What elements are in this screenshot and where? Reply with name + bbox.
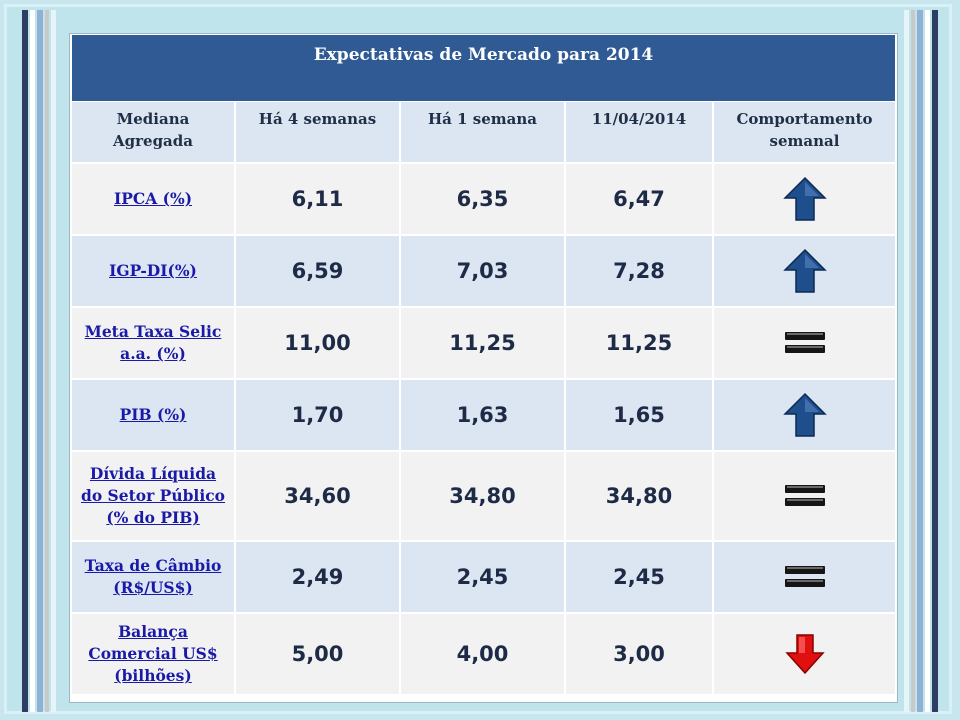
value-cell-v2: 6,35: [401, 164, 566, 236]
value-cell-v2: 11,25: [401, 308, 566, 380]
expectations-table: Mediana Agregada Há 4 semanas Há 1 semana…: [72, 102, 895, 696]
row-label-cell: Meta Taxa Selic a.a. (%): [72, 308, 236, 380]
table-row: PIB (%) 1,70 1,63 1,65: [72, 380, 895, 452]
table-title: Expectativas de Mercado para 2014: [72, 35, 895, 101]
trend-cell: [714, 542, 895, 614]
row-label-cell: Balança Comercial US$ (bilhões): [72, 614, 236, 696]
value-cell-v2: 1,63: [401, 380, 566, 452]
table-row: Meta Taxa Selic a.a. (%) 11,00 11,25 11,25: [72, 308, 895, 380]
equal-icon: [784, 566, 825, 587]
indicator-link[interactable]: Meta Taxa Selic a.a. (%): [84, 322, 222, 363]
value-cell-v1: 34,60: [236, 452, 401, 542]
header-label: Mediana Agregada: [113, 110, 193, 150]
trend-cell: [714, 236, 895, 308]
down-arrow-icon: [784, 634, 825, 675]
table-row: IGP-DI(%) 6,59 7,03 7,28: [72, 236, 895, 308]
indicator-link[interactable]: Dívida Líquida do Setor Público (% do PIB): [80, 464, 225, 527]
header-1-week: Há 1 semana: [401, 102, 566, 164]
table-row: Taxa de Câmbio (R$/US$) 2,49 2,45 2,45: [72, 542, 895, 614]
trend-cell: [714, 614, 895, 696]
header-4-weeks: Há 4 semanas: [236, 102, 401, 164]
indicator-link[interactable]: PIB (%): [119, 405, 187, 424]
value-cell-v2: 2,45: [401, 542, 566, 614]
row-label-cell: IPCA (%): [72, 164, 236, 236]
header-label: 11/04/2014: [591, 110, 687, 128]
header-date: 11/04/2014: [566, 102, 714, 164]
value-cell-v1: 1,70: [236, 380, 401, 452]
header-label: Há 1 semana: [428, 110, 537, 128]
value-cell-v1: 6,59: [236, 236, 401, 308]
header-weekly-behavior: Comportamento semanal: [714, 102, 895, 164]
up-arrow-icon: [782, 248, 827, 293]
up-arrow-icon: [782, 176, 827, 221]
table-row: IPCA (%) 6,11 6,35 6,47: [72, 164, 895, 236]
value-cell-v3: 1,65: [566, 380, 714, 452]
row-label-cell: PIB (%): [72, 380, 236, 452]
table-title-text: Expectativas de Mercado para 2014: [313, 45, 654, 65]
equal-icon: [784, 332, 825, 353]
row-label-cell: IGP-DI(%): [72, 236, 236, 308]
value-cell-v2: 34,80: [401, 452, 566, 542]
value-cell-v1: 2,49: [236, 542, 401, 614]
table-row: Balança Comercial US$ (bilhões) 5,00 4,00 3,0…: [72, 614, 895, 696]
value-cell-v3: 34,80: [566, 452, 714, 542]
trend-cell: [714, 308, 895, 380]
indicator-link[interactable]: Balança Comercial US$ (bilhões): [88, 622, 218, 685]
value-cell-v1: 6,11: [236, 164, 401, 236]
row-label-cell: Taxa de Câmbio (R$/US$): [72, 542, 236, 614]
trend-cell: [714, 164, 895, 236]
indicator-link[interactable]: Taxa de Câmbio (R$/US$): [84, 556, 222, 597]
value-cell-v1: 5,00: [236, 614, 401, 696]
header-label: Comportamento semanal: [736, 110, 873, 150]
table-row: Dívida Líquida do Setor Público (% do PIB)…: [72, 452, 895, 542]
up-arrow-icon: [782, 392, 827, 437]
value-cell-v2: 7,03: [401, 236, 566, 308]
indicator-link[interactable]: IPCA (%): [113, 189, 193, 208]
header-mediana: Mediana Agregada: [72, 102, 236, 164]
header-label: Há 4 semanas: [258, 110, 377, 128]
indicator-link[interactable]: IGP-DI(%): [109, 261, 197, 280]
value-cell-v3: 6,47: [566, 164, 714, 236]
value-cell-v2: 4,00: [401, 614, 566, 696]
row-label-cell: Dívida Líquida do Setor Público (% do PIB): [72, 452, 236, 542]
value-cell-v3: 7,28: [566, 236, 714, 308]
value-cell-v3: 11,25: [566, 308, 714, 380]
trend-cell: [714, 380, 895, 452]
value-cell-v3: 3,00: [566, 614, 714, 696]
header-row: Mediana Agregada Há 4 semanas Há 1 semana…: [72, 102, 895, 164]
equal-icon: [784, 485, 825, 506]
value-cell-v3: 2,45: [566, 542, 714, 614]
value-cell-v1: 11,00: [236, 308, 401, 380]
trend-cell: [714, 452, 895, 542]
